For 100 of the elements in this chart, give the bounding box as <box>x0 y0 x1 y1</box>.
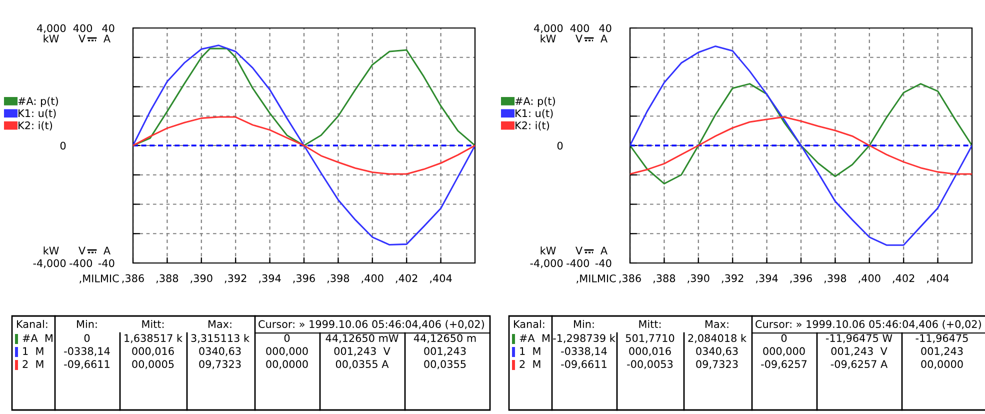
text: 1,638517 k <box>124 334 182 344</box>
x-tick-label: ,400 <box>362 274 384 284</box>
legend-label: K1: u(t) <box>18 109 56 118</box>
text: 001,243 V <box>831 347 888 356</box>
text: 000,000 <box>763 347 805 356</box>
text: A <box>104 34 110 42</box>
x-tick-label: ,394 <box>259 274 281 284</box>
y3-tick-label: 40 <box>102 24 114 32</box>
y2-tick-label: 400 <box>73 24 92 32</box>
text: 0 <box>781 334 787 342</box>
text: Min: <box>77 320 97 328</box>
text: 44,12650 mW <box>326 334 398 344</box>
text: 000,000 <box>266 347 308 356</box>
text: Min: <box>574 320 594 328</box>
text: 0340,63 <box>696 347 738 356</box>
y2-tick-label: 400 <box>570 24 590 32</box>
text: 2 M <box>520 360 540 368</box>
y-tick-label: -4,000 <box>530 259 563 268</box>
text: 00,0000 <box>266 360 308 370</box>
y3-axis-title: A <box>104 246 110 254</box>
x-tick-label: ,398 <box>824 274 846 284</box>
y-tick-label: 4,000 <box>37 24 66 34</box>
y-tick-label: 0 <box>557 142 563 150</box>
x-tick-label: ,396 <box>293 274 315 284</box>
legend-label: #A: p(t) <box>18 96 58 108</box>
text: Mitt: <box>142 320 164 328</box>
text: Mitt: <box>639 320 661 328</box>
text: Cursor: » 1999.10.06 05:46:04,406 (+0,02) <box>258 320 484 330</box>
text: 09,7323 <box>199 360 241 370</box>
text: 2,084018 k <box>688 334 746 344</box>
text: 3,315113 k <box>191 334 250 344</box>
text: 000,016 <box>132 347 174 356</box>
text: 0 <box>284 334 290 342</box>
x-tick-label: ,404 <box>927 274 949 284</box>
line-series <box>133 44 475 246</box>
text: V <box>78 34 86 42</box>
text: 09,7323 <box>696 360 738 370</box>
y-axis-title: kW <box>540 246 556 254</box>
x-tick-label: ,402 <box>396 274 418 284</box>
text: -1,298739 k <box>553 334 616 344</box>
y3-axis-title: A <box>600 246 608 254</box>
text: 0340,63 <box>199 347 241 356</box>
y3-tick-label: -40 <box>595 259 612 268</box>
text: -0338,14 <box>64 347 110 356</box>
x-tick-label: ,388 <box>653 274 676 284</box>
text: Kanal: <box>17 320 48 328</box>
x-tick-label: ,402 <box>892 274 914 284</box>
text: 1 M <box>520 347 540 355</box>
text: #A M <box>22 334 52 342</box>
text: Max: <box>706 320 728 328</box>
y-tick-label: 0 <box>60 142 66 150</box>
text: #A M <box>520 334 550 342</box>
x-tick-label: ,400 <box>858 274 880 284</box>
line-series <box>133 116 475 175</box>
legend-label: #A: p(t) <box>515 96 555 108</box>
y-tick-label: 4,000 <box>534 24 563 34</box>
y2-tick-label: -400 <box>566 259 590 268</box>
text: 00,0355 <box>424 360 466 370</box>
x-tick-label: ,392 <box>722 274 744 284</box>
text: 44,12650 m <box>414 334 476 344</box>
text: -00,0053 <box>627 360 673 370</box>
text: kW <box>44 34 59 42</box>
y-tick-label: -4,000 <box>33 259 66 268</box>
line-series <box>630 45 972 246</box>
x-tick-label: ,386 <box>122 274 144 284</box>
y2-tick-label: -400 <box>70 259 92 268</box>
x-tick-label: ,390 <box>190 274 212 284</box>
text: 00,0355 A <box>336 360 389 370</box>
text: 00,0005 <box>132 360 174 370</box>
x-tick-label: ,398 <box>327 274 350 284</box>
text: -0338,14 <box>561 347 607 356</box>
text: -09,6257 A <box>830 360 888 370</box>
x-tick-label: ,404 <box>430 274 452 284</box>
x-tick-label: ,386 <box>619 274 641 284</box>
x-axis-title: ,MILMIC <box>576 274 616 284</box>
text: -11,96475 W <box>826 334 892 344</box>
text: 00,0000 <box>921 360 963 370</box>
line-series <box>630 116 972 175</box>
text: Cursor: » 1999.10.06 05:46:04,406 (+0,02) <box>756 320 981 330</box>
x-tick-label: ,388 <box>156 274 178 284</box>
y-axis-title: kW <box>44 246 59 254</box>
text: -09,6257 <box>761 360 807 370</box>
x-axis-title: ,MILMIC <box>80 274 119 284</box>
text: kW <box>540 34 556 42</box>
text: 001,243 V <box>334 347 390 356</box>
x-tick-label: ,390 <box>688 274 710 284</box>
text: -09,6611 <box>561 360 606 370</box>
legend-label: K2: i(t) <box>516 121 550 131</box>
text: Max: <box>208 320 232 328</box>
legend-label: K2: i(t) <box>18 121 52 131</box>
text: V <box>576 34 582 42</box>
text: -09,6611 <box>64 360 110 370</box>
text: A <box>600 34 608 42</box>
text: 000,016 <box>629 347 671 356</box>
line-series <box>133 48 475 146</box>
text: 001,243 <box>921 347 963 356</box>
x-tick-label: ,394 <box>756 274 778 284</box>
y3-tick-label: -40 <box>98 259 114 268</box>
text: -11,96475 <box>916 334 968 344</box>
text: 001,243 <box>424 347 466 356</box>
